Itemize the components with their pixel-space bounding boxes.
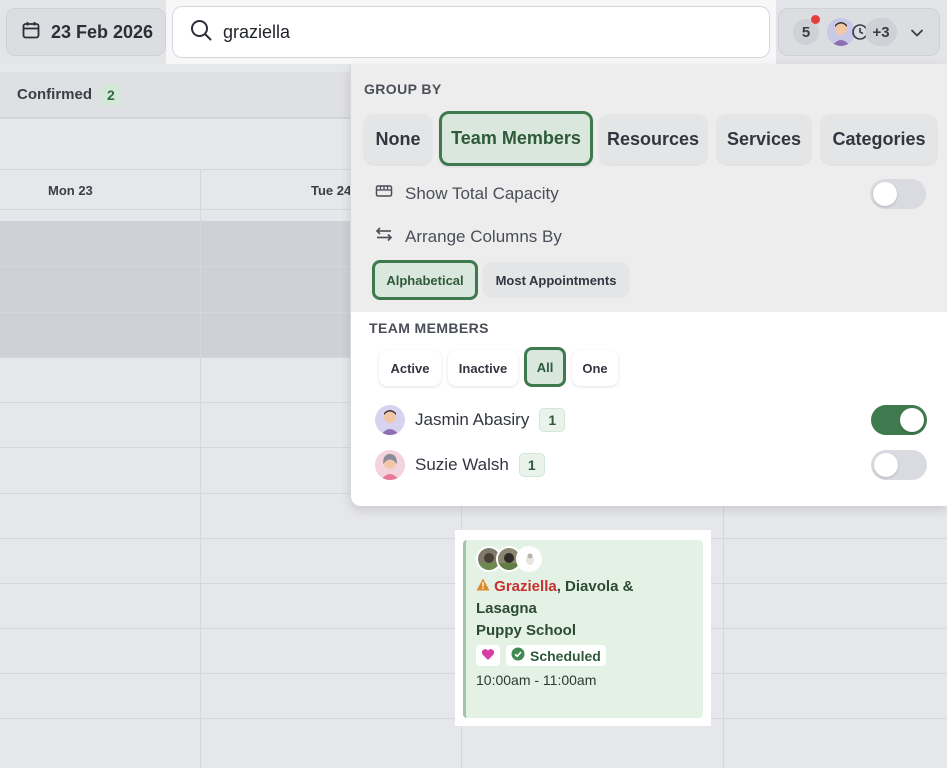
appointment-count-badge: 1	[518, 453, 545, 477]
capacity-icon	[375, 182, 393, 205]
team-members-title: TEAM MEMBERS	[369, 320, 489, 336]
confirmed-count-badge: 2	[100, 83, 122, 106]
appointment-title-rest: , Diavola & Lasagna	[476, 578, 634, 617]
warning-icon	[476, 578, 490, 595]
team-member-row: Suzie Walsh 1	[375, 450, 545, 480]
appointment-title: Graziella, Diavola & Lasagna Puppy Schoo…	[476, 576, 695, 642]
appointment-status-row: Scheduled	[476, 645, 695, 666]
appointment-service: Puppy School	[476, 622, 577, 639]
status-label: Scheduled	[530, 647, 601, 664]
appointment-time: 10:00am - 11:00am	[476, 672, 597, 688]
view-options-dropdown: GROUP BY None Team Members Resources Ser…	[350, 64, 947, 506]
filter-inactive-button[interactable]: Inactive	[448, 350, 518, 386]
toggle-knob	[873, 182, 897, 206]
group-option-categories[interactable]: Categories	[821, 114, 937, 164]
avatar	[375, 450, 405, 480]
pet-avatar	[516, 546, 542, 572]
confirmed-summary: Confirmed 2	[0, 72, 350, 118]
confirmed-label: Confirmed	[17, 86, 92, 103]
avatar	[827, 18, 855, 46]
avatar	[375, 405, 405, 435]
team-member-row: Jasmin Abasiry 1	[375, 405, 566, 435]
day-header-mon[interactable]: Mon 23	[48, 182, 93, 198]
arrange-alphabetical-button[interactable]: Alphabetical	[372, 260, 478, 300]
search-value: graziella	[223, 21, 291, 42]
search-icon	[189, 18, 213, 47]
team-member-name: Suzie Walsh	[415, 455, 509, 474]
arrange-columns-label: Arrange Columns By	[405, 226, 562, 246]
arrange-most-appointments-button[interactable]: Most Appointments	[483, 262, 629, 298]
filter-all-button[interactable]: All	[524, 347, 566, 387]
toggle-knob	[874, 453, 898, 477]
status-badge: Scheduled	[506, 645, 606, 666]
group-option-services[interactable]: Services	[717, 114, 811, 164]
team-members-section: TEAM MEMBERS Active Inactive All One Jas…	[351, 312, 947, 506]
filter-active-button[interactable]: Active	[379, 350, 441, 386]
chevron-down-icon	[909, 25, 925, 46]
show-total-capacity-row: Show Total Capacity	[375, 182, 559, 205]
filter-one-button[interactable]: One	[572, 350, 618, 386]
show-total-capacity-label: Show Total Capacity	[405, 183, 559, 203]
team-member-toggle[interactable]	[871, 450, 927, 480]
date-picker-button[interactable]: 23 Feb 2026	[6, 8, 166, 56]
toggle-knob	[900, 408, 924, 432]
extra-staff-badge: +3	[865, 18, 897, 46]
day-header-tue[interactable]: Tue 24	[311, 182, 352, 198]
team-member-name: Jasmin Abasiry	[415, 410, 530, 429]
date-label: 23 Feb 2026	[51, 21, 154, 42]
heart-icon	[481, 648, 495, 664]
unavailable-block	[0, 221, 350, 357]
team-member-toggle[interactable]	[871, 405, 927, 435]
appointment-card[interactable]: Graziella, Diavola & Lasagna Puppy Schoo…	[463, 540, 703, 718]
pet-avatars	[476, 546, 695, 572]
group-option-none[interactable]: None	[364, 114, 432, 164]
group-option-team-members[interactable]: Team Members	[439, 111, 593, 166]
appointment-title-highlight: Graziella	[494, 578, 557, 595]
calendar-icon	[21, 20, 41, 45]
appointment-count-badge: 1	[539, 408, 566, 432]
swap-arrows-icon	[375, 225, 393, 248]
show-total-capacity-toggle[interactable]	[870, 179, 926, 209]
favorite-badge	[476, 645, 500, 666]
search-input[interactable]: graziella	[172, 6, 770, 58]
group-option-resources[interactable]: Resources	[599, 114, 707, 164]
group-by-title: GROUP BY	[364, 81, 442, 97]
notification-dot	[811, 15, 820, 24]
arrange-columns-row: Arrange Columns By	[375, 225, 562, 248]
grid-line	[200, 170, 201, 768]
check-circle-icon	[511, 647, 525, 664]
staff-selector-button[interactable]: 5 +3	[778, 8, 940, 56]
